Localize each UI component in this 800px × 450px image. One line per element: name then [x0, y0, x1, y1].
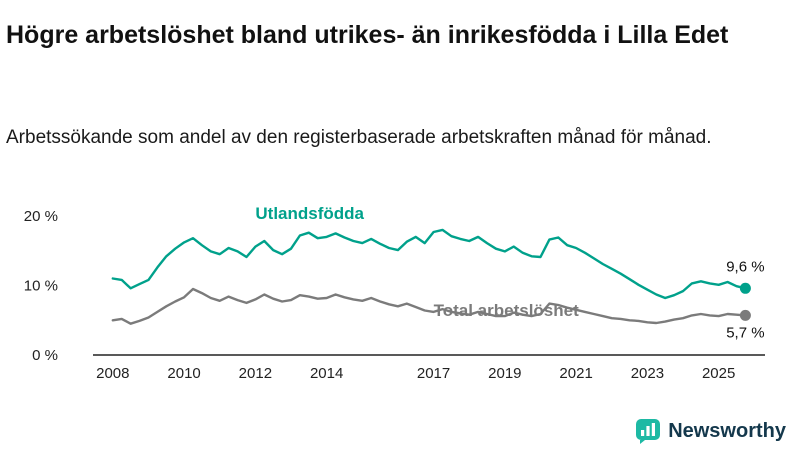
y-tick-label: 0 %: [32, 347, 58, 364]
x-tick-label: 2023: [631, 365, 664, 382]
line-chart: 0 % 10 % 20 % 2008 2010 2012 2014 2017 2019 2021 2…: [24, 204, 765, 382]
x-tick-label: 2021: [559, 365, 592, 382]
x-tick-label: 2010: [167, 365, 200, 382]
y-tick-label: 20 %: [24, 208, 58, 225]
newsworthy-logo[interactable]: Newsworthy: [635, 418, 786, 444]
x-tick-label: 2025: [702, 365, 735, 382]
x-tick-label: 2019: [488, 365, 521, 382]
x-tick-label: 2008: [96, 365, 129, 382]
newsworthy-wordmark: Newsworthy: [668, 419, 786, 442]
series-end-dot-0: [739, 282, 751, 294]
series-label-1: Total arbetslöshet: [434, 301, 579, 320]
series-end-dot-1: [739, 309, 751, 321]
series-line-0: [111, 228, 747, 300]
y-tick-label: 10 %: [24, 278, 58, 295]
newsworthy-logo-icon: [635, 418, 661, 444]
x-tick-label: 2014: [310, 365, 343, 382]
series-end-label-1: 5,7 %: [726, 324, 764, 341]
series-label-0: Utlandsfödda: [255, 204, 364, 223]
series-line-1: [111, 287, 747, 325]
x-tick-label: 2017: [417, 365, 450, 382]
page-title: Högre arbetslöshet bland utrikes- än inr…: [6, 20, 729, 49]
series-end-label-0: 9,6 %: [726, 258, 764, 275]
x-tick-label: 2012: [239, 365, 272, 382]
page-subtitle: Arbetssökande som andel av den registerb…: [6, 127, 712, 148]
